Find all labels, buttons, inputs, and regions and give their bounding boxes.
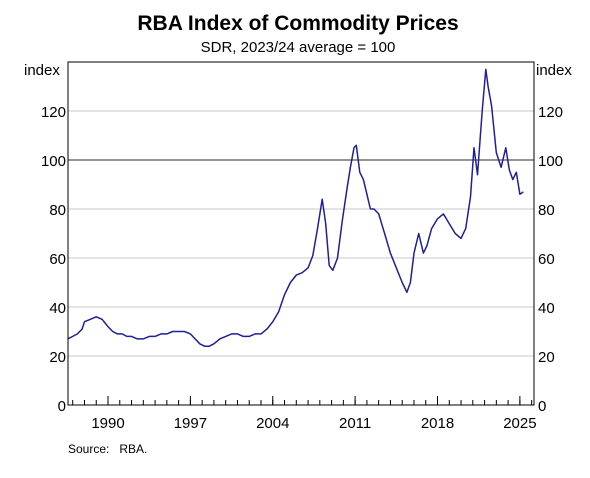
y-tick-label-right-120: 120 — [538, 104, 563, 121]
y-axis-label-right: index — [536, 62, 572, 79]
y-tick-label-right-60: 60 — [538, 251, 555, 268]
plot-frame — [67, 61, 535, 406]
axes: 0 0 20 20 40 40 60 60 80 80 100 100 120 120 1990 1997 20… — [41, 61, 563, 432]
y-tick-label-right-80: 80 — [538, 202, 555, 219]
y-tick-label-right-100: 100 — [538, 153, 563, 170]
series-line-0 — [67, 68, 524, 347]
chart-subtitle: SDR, 2023/24 average = 100 — [201, 39, 396, 56]
x-tick-label-2025: 2025 — [503, 415, 536, 432]
y-tick-label-right-0: 0 — [538, 398, 546, 415]
y-tick-label-left-80: 80 — [49, 202, 66, 219]
y-tick-label-left-0: 0 — [58, 398, 66, 415]
y-tick-label-left-40: 40 — [49, 300, 66, 317]
y-tick-label-left-100: 100 — [41, 153, 66, 170]
y-tick-label-left-60: 60 — [49, 251, 66, 268]
y-axis-label-left: index — [24, 62, 60, 79]
x-tick-label-2004: 2004 — [256, 415, 289, 432]
source-note: Source: RBA. — [68, 442, 147, 456]
y-tick-label-left-20: 20 — [49, 349, 66, 366]
x-tick-label-2018: 2018 — [421, 415, 454, 432]
series-lines — [67, 68, 524, 347]
x-tick-label-1990: 1990 — [91, 415, 124, 432]
chart-title: RBA Index of Commodity Prices — [137, 12, 458, 35]
x-tick-label-1997: 1997 — [174, 415, 207, 432]
x-tick-label-2011: 2011 — [339, 415, 371, 432]
gridlines — [68, 110, 534, 357]
y-tick-label-right-40: 40 — [538, 300, 555, 317]
y-tick-label-right-20: 20 — [538, 349, 555, 366]
y-tick-label-left-120: 120 — [41, 104, 66, 121]
